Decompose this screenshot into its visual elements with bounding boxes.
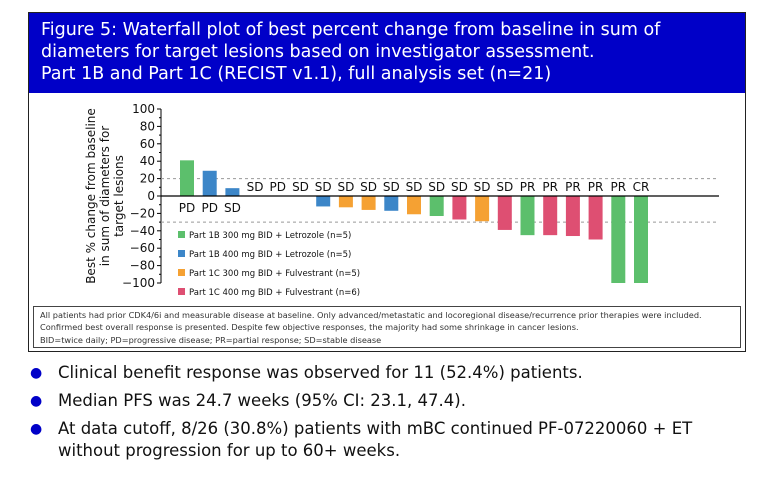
response-label: SD [451,180,468,194]
y-axis-label: target lesions [112,155,126,237]
bar [611,196,626,283]
title-line: diameters for target lesions based on in… [41,42,595,62]
bullet-list: ● Clinical benefit response was observed … [28,362,738,468]
response-label: SD [406,180,423,194]
legend-swatch [178,250,185,257]
bullet-text: Clinical benefit response was observed f… [58,363,583,382]
bar [497,196,512,230]
legend-swatch [178,269,185,276]
y-axis-label: in sum of diameters for [98,126,112,267]
bar [634,196,648,283]
y-axis-label: Best % change from baseline [84,108,98,284]
bar [475,196,490,222]
y-tick-label: −80 [130,259,155,273]
y-tick-label: 0 [147,189,155,203]
response-label: PR [520,180,536,194]
y-tick-label: 60 [140,137,155,151]
figure-title: Figure 5: Waterfall plot of best percent… [29,13,745,93]
footnote: All patients had prior CDK4/6i and measu… [33,306,741,348]
response-label: PR [542,180,558,194]
bar [452,196,467,220]
legend-label: Part 1B 300 mg BID + Letrozole (n=5) [189,231,351,241]
response-label: SD [428,180,445,194]
legend-label: Part 1B 400 mg BID + Letrozole (n=5) [189,250,351,260]
footnote-text: All patients had prior CDK4/6i and measu… [40,310,702,332]
response-label: SD [315,180,332,194]
title-line: Figure 5: Waterfall plot of best percent… [41,20,661,40]
bar [361,196,376,210]
bullet-item: ● Clinical benefit response was observed … [28,362,738,384]
y-tick-label: −60 [130,241,155,255]
title-line: Part 1B and Part 1C (RECIST v1.1), full … [41,64,552,84]
legend-label: Part 1C 400 mg BID + Fulvestrant (n=6) [189,288,360,298]
y-tick-label: 100 [132,102,155,116]
bullet-icon: ● [30,393,43,409]
response-label: PD [179,201,195,215]
bar [338,196,353,208]
bar [225,188,240,196]
bar [565,196,580,237]
bar [588,196,603,240]
y-tick-label: 20 [140,172,155,186]
y-tick-label: 80 [140,119,155,133]
response-label: PD [270,180,286,194]
response-label: SD [224,201,241,215]
response-label: SD [337,180,354,194]
response-label: CR [633,180,650,194]
bullet-text: At data cutoff, 8/26 (30.8%) patients wi… [58,419,693,460]
legend-swatch [178,288,185,295]
bar [202,170,217,196]
response-label: PD [201,201,217,215]
legend-label: Part 1C 300 mg BID + Fulvestrant (n=5) [189,269,360,279]
response-label: SD [292,180,309,194]
y-tick-label: 40 [140,154,155,168]
figure-frame: Figure 5: Waterfall plot of best percent… [28,12,746,352]
response-label: PR [565,180,581,194]
y-tick-label: −100 [122,276,155,290]
bar [543,196,558,236]
waterfall-chart: 100 80 60 40 20 0 −20 −40 −60 −80 −100 Best % chang… [84,102,719,298]
bar [384,196,399,211]
y-tick-label: −40 [130,224,155,238]
bullet-icon: ● [30,421,43,437]
footnote-abbreviations: BID=twice daily; PD=progressive disease;… [40,335,382,345]
bar [407,196,421,215]
response-label: SD [247,180,264,194]
bar [429,196,444,217]
bar [316,196,331,207]
response-label: SD [474,180,491,194]
response-label: PR [611,180,627,194]
response-label: PR [588,180,604,194]
bullet-text: Median PFS was 24.7 weeks (95% CI: 23.1,… [58,391,466,410]
bullet-item: ● At data cutoff, 8/26 (30.8%) patients w… [28,418,738,462]
bar [180,160,194,196]
y-tick-label: −20 [130,206,155,220]
response-label: SD [360,180,377,194]
response-label: SD [383,180,400,194]
bullet-item: ● Median PFS was 24.7 weeks (95% CI: 23.1… [28,390,738,412]
bar [520,196,535,236]
legend-swatch [178,231,185,238]
bullet-icon: ● [30,365,43,381]
response-label: SD [496,180,513,194]
